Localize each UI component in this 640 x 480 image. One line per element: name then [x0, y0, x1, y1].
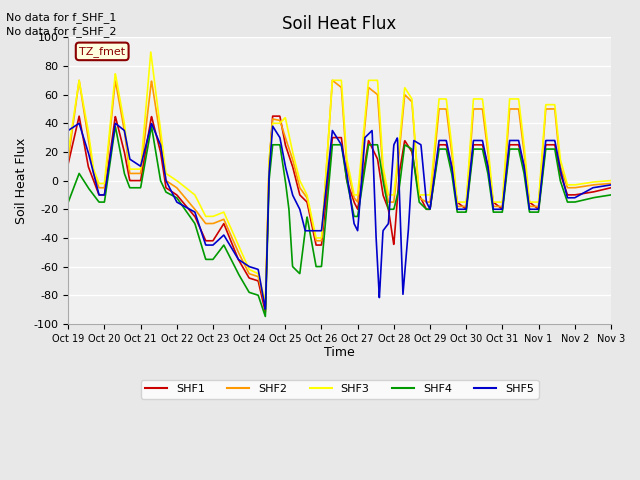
Text: No data for f_SHF_1: No data for f_SHF_1 — [6, 12, 116, 23]
SHF5 — [591, 184, 599, 190]
SHF4 — [591, 194, 599, 200]
SHF3 — [262, 299, 269, 305]
SHF3 — [65, 149, 72, 155]
SHF1 — [607, 185, 614, 191]
X-axis label: Time: Time — [324, 347, 355, 360]
Line: SHF1: SHF1 — [68, 116, 611, 312]
SHF3 — [592, 179, 600, 185]
SHF2 — [492, 204, 500, 209]
SHF2 — [314, 238, 322, 244]
SHF5 — [314, 228, 322, 234]
SHF2 — [262, 303, 269, 309]
SHF3 — [492, 199, 500, 205]
SHF5 — [76, 120, 83, 126]
SHF2 — [329, 78, 337, 84]
SHF2 — [591, 182, 599, 188]
Title: Soil Heat Flux: Soil Heat Flux — [282, 15, 397, 33]
SHF3 — [591, 179, 599, 185]
Line: SHF2: SHF2 — [68, 80, 611, 306]
SHF4 — [592, 194, 600, 200]
SHF3 — [314, 235, 322, 241]
SHF3 — [92, 172, 100, 178]
SHF2 — [607, 180, 614, 186]
SHF5 — [262, 306, 269, 312]
SHF5 — [329, 128, 337, 134]
Line: SHF3: SHF3 — [68, 52, 611, 302]
Line: SHF4: SHF4 — [68, 127, 611, 316]
SHF4 — [329, 142, 337, 148]
SHF1 — [492, 202, 500, 207]
Text: No data for f_SHF_2: No data for f_SHF_2 — [6, 26, 117, 37]
SHF1 — [269, 113, 276, 119]
SHF2 — [65, 156, 72, 162]
Line: SHF5: SHF5 — [68, 123, 611, 309]
SHF1 — [314, 242, 322, 248]
SHF1 — [591, 189, 599, 194]
SHF2 — [92, 177, 100, 182]
SHF1 — [592, 189, 600, 194]
SHF3 — [607, 178, 614, 183]
SHF5 — [492, 206, 500, 212]
SHF5 — [65, 128, 72, 133]
SHF4 — [607, 192, 614, 198]
SHF5 — [607, 182, 614, 188]
SHF2 — [328, 77, 336, 83]
Legend: SHF1, SHF2, SHF3, SHF4, SHF5: SHF1, SHF2, SHF3, SHF4, SHF5 — [141, 380, 538, 398]
SHF4 — [92, 195, 100, 201]
SHF3 — [329, 77, 337, 83]
SHF3 — [147, 49, 155, 55]
Y-axis label: Soil Heat Flux: Soil Heat Flux — [15, 137, 28, 224]
Text: TZ_fmet: TZ_fmet — [79, 46, 125, 57]
SHF5 — [92, 181, 100, 187]
SHF4 — [262, 313, 269, 319]
SHF1 — [262, 309, 269, 315]
SHF4 — [314, 264, 322, 269]
SHF5 — [592, 184, 600, 190]
SHF1 — [329, 135, 337, 141]
SHF1 — [92, 184, 100, 190]
SHF4 — [65, 199, 72, 205]
SHF4 — [492, 209, 500, 215]
SHF1 — [65, 160, 72, 166]
SHF4 — [111, 124, 119, 130]
SHF2 — [592, 182, 600, 188]
